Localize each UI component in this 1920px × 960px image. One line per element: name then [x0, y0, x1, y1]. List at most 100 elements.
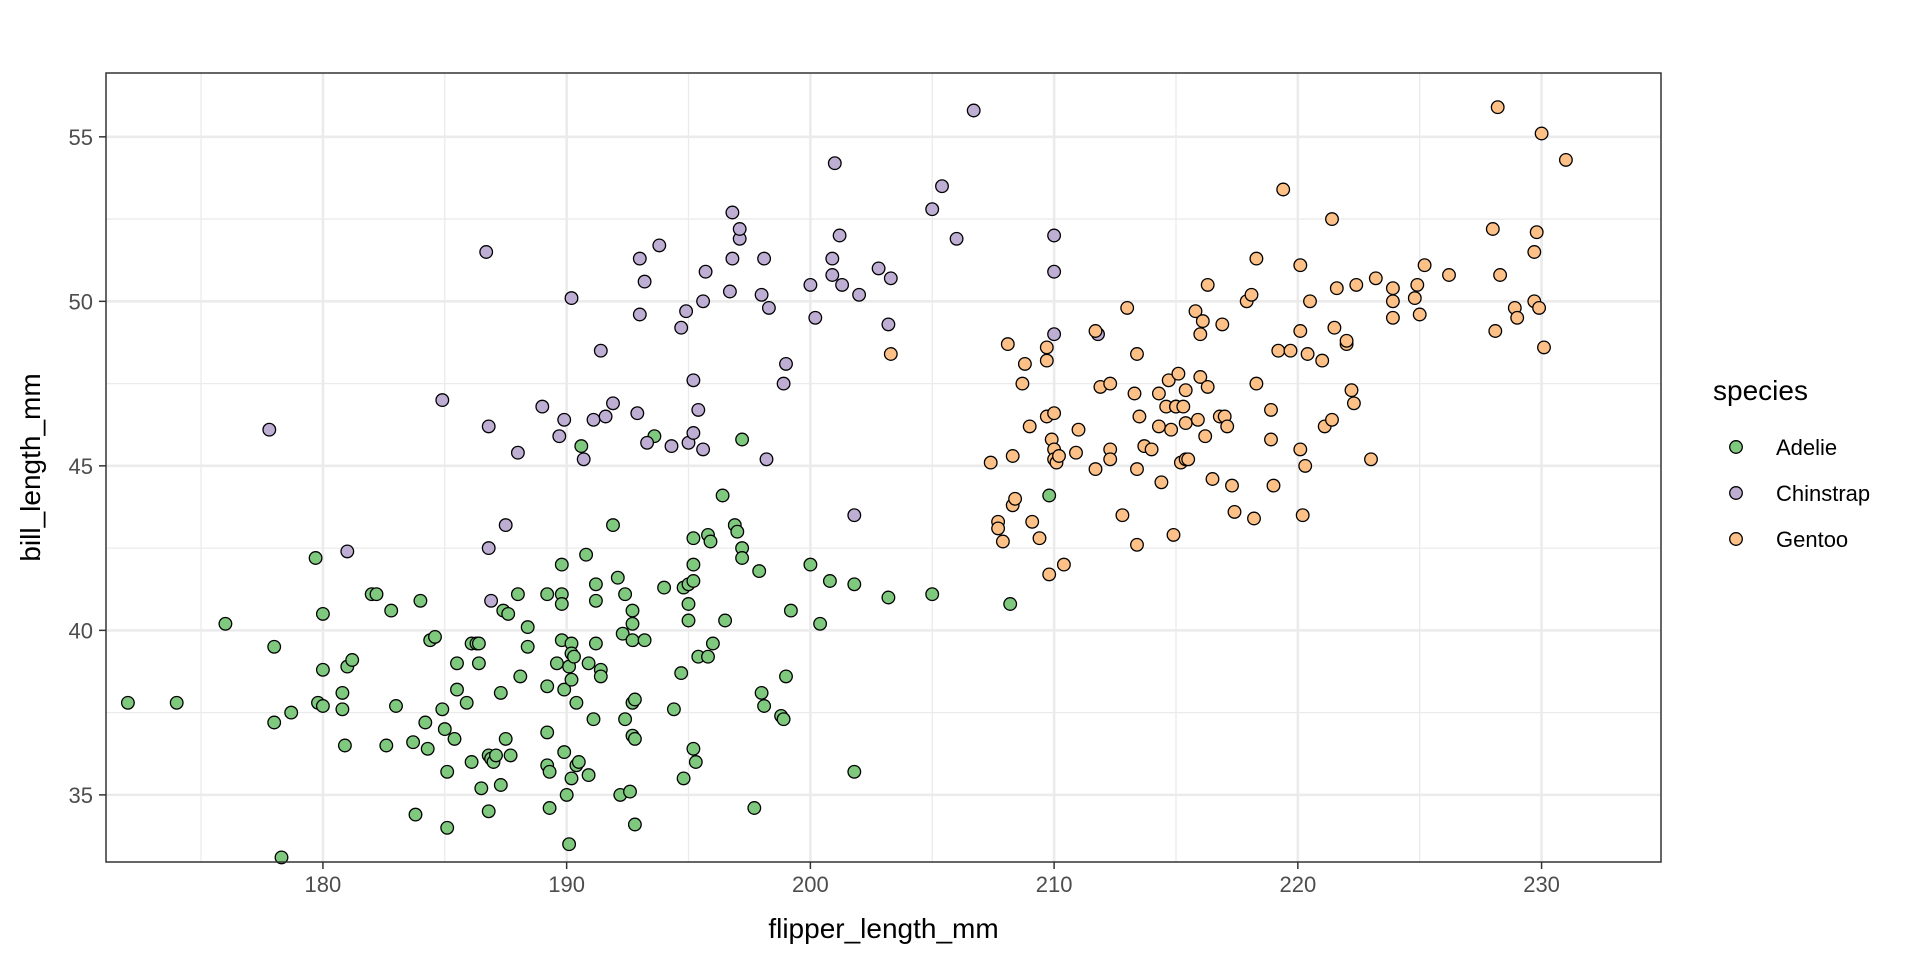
data-point-adelie: [783, 603, 798, 618]
data-point-gentoo: [1325, 412, 1339, 427]
x-tick-label: 180: [305, 872, 342, 897]
data-point-gentoo: [1558, 152, 1573, 167]
data-point-adelie: [389, 699, 403, 713]
data-point-chinstrap: [552, 429, 567, 444]
data-point-adelie: [315, 699, 330, 713]
data-point-gentoo: [1298, 458, 1313, 473]
legend: species Adelie Chinstrap Gentoo: [1713, 375, 1870, 552]
x-tick-label: 220: [1279, 872, 1316, 897]
data-point-gentoo: [1220, 419, 1235, 434]
y-tick-label: 50: [69, 289, 93, 314]
data-point-adelie: [701, 649, 715, 664]
data-point-chinstrap: [1047, 264, 1062, 279]
data-point-chinstrap: [262, 422, 277, 437]
data-point-chinstrap: [871, 261, 886, 276]
data-point-adelie: [567, 649, 581, 664]
data-point-gentoo: [1176, 399, 1191, 414]
data-point-gentoo: [1247, 511, 1261, 526]
data-point-adelie: [822, 574, 837, 588]
data-point-chinstrap: [481, 419, 496, 434]
data-point-adelie: [627, 731, 642, 746]
y-axis: 35 40 45 50 55: [69, 125, 106, 808]
data-point-adelie: [779, 669, 793, 684]
data-point-gentoo: [1534, 126, 1549, 141]
data-point-chinstrap: [725, 205, 740, 220]
data-point-gentoo: [1039, 353, 1054, 368]
data-point-chinstrap: [732, 222, 747, 236]
grid-lines: [106, 73, 1661, 862]
data-point-gentoo: [1295, 508, 1310, 523]
data-point-adelie: [501, 606, 516, 621]
data-point-adelie: [284, 705, 299, 720]
data-point-gentoo: [1490, 100, 1505, 115]
data-point-adelie: [345, 653, 360, 667]
panel-background: [106, 73, 1661, 862]
data-point-gentoo: [1300, 347, 1315, 361]
data-point-gentoo: [1532, 300, 1547, 315]
data-point-adelie: [637, 633, 652, 648]
y-tick-label: 45: [69, 454, 93, 479]
data-point-adelie: [686, 741, 701, 756]
data-point-adelie: [666, 702, 681, 717]
data-point-adelie: [542, 764, 557, 779]
data-point-gentoo: [1103, 376, 1118, 391]
data-point-chinstrap: [881, 317, 896, 332]
data-point-adelie: [435, 702, 450, 717]
data-point-gentoo: [1368, 271, 1383, 286]
data-point-gentoo: [1271, 343, 1286, 358]
data-point-gentoo: [983, 455, 998, 470]
data-point-chinstrap: [825, 251, 840, 266]
data-point-adelie: [420, 741, 435, 756]
data-point-adelie: [686, 557, 701, 572]
data-point-gentoo: [1042, 567, 1057, 582]
data-point-gentoo: [1315, 353, 1330, 368]
data-point-adelie: [474, 781, 489, 796]
data-point-adelie: [681, 597, 696, 611]
data-point-adelie: [481, 804, 496, 819]
data-point-gentoo: [1325, 212, 1339, 227]
data-point-adelie: [881, 590, 896, 605]
data-point-adelie: [925, 587, 940, 602]
data-point-chinstrap: [576, 452, 591, 467]
data-point-gentoo: [1025, 514, 1040, 529]
data-point-adelie: [510, 587, 525, 602]
data-point-adelie: [627, 692, 642, 707]
data-point-gentoo: [1527, 245, 1542, 259]
data-point-gentoo: [1052, 449, 1066, 463]
data-point-chinstrap: [759, 452, 774, 467]
data-point-chinstrap: [722, 284, 737, 299]
legend-key-gentoo: [1729, 532, 1743, 546]
data-point-gentoo: [1181, 452, 1196, 467]
data-point-chinstrap: [925, 202, 940, 217]
x-tick-label: 210: [1036, 872, 1073, 897]
data-point-adelie: [447, 731, 462, 746]
data-point-adelie: [337, 738, 352, 753]
data-point-adelie: [730, 524, 745, 539]
data-point-chinstrap: [557, 412, 572, 427]
data-point-adelie: [776, 712, 791, 727]
data-point-adelie: [540, 587, 555, 602]
data-point-adelie: [574, 439, 589, 454]
data-point-gentoo: [1364, 452, 1378, 467]
data-point-adelie: [450, 656, 464, 671]
data-point-adelie: [549, 656, 564, 671]
data-point-gentoo: [1069, 445, 1083, 460]
data-point-adelie: [847, 577, 862, 592]
data-point-gentoo: [1385, 281, 1400, 296]
data-point-chinstrap: [586, 412, 601, 427]
data-point-adelie: [688, 755, 703, 769]
data-point-chinstrap: [835, 277, 850, 292]
data-point-chinstrap: [686, 373, 701, 388]
data-point-adelie: [847, 764, 862, 779]
data-point-gentoo: [1008, 491, 1023, 506]
data-point-chinstrap: [652, 238, 667, 253]
data-point-gentoo: [1385, 294, 1400, 309]
data-point-gentoo: [1056, 557, 1071, 572]
data-point-gentoo: [1225, 478, 1239, 493]
data-point-gentoo: [1249, 251, 1264, 266]
data-point-adelie: [610, 570, 625, 585]
data-point-adelie: [169, 695, 184, 710]
legend-title: species: [1713, 375, 1808, 406]
data-point-adelie: [588, 636, 603, 651]
